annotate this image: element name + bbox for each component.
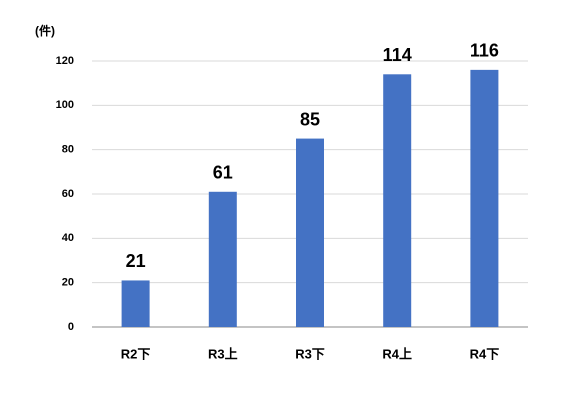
data-label: 85 bbox=[300, 109, 320, 129]
bar bbox=[208, 191, 237, 327]
x-tick-label: R3上 bbox=[208, 346, 238, 361]
data-label: 61 bbox=[213, 163, 233, 183]
x-tick-label: R4下 bbox=[470, 346, 500, 361]
bar bbox=[383, 74, 412, 327]
x-tick-label: R2下 bbox=[121, 346, 151, 361]
x-tick-label: R4上 bbox=[382, 346, 412, 361]
data-label: 116 bbox=[470, 41, 499, 61]
y-tick-label: 120 bbox=[56, 55, 74, 67]
bar bbox=[296, 138, 324, 327]
y-axis-unit: (件) bbox=[35, 23, 55, 38]
y-tick-label: 20 bbox=[62, 277, 74, 289]
data-label: 21 bbox=[126, 251, 146, 271]
y-tick-label: 80 bbox=[62, 144, 74, 156]
data-label: 114 bbox=[383, 45, 412, 65]
y-tick-label: 40 bbox=[62, 232, 74, 244]
y-tick-label: 100 bbox=[56, 99, 74, 111]
bar bbox=[121, 280, 150, 327]
y-tick-label: 60 bbox=[62, 188, 74, 200]
x-tick-label: R3下 bbox=[295, 346, 325, 361]
bar bbox=[470, 69, 499, 327]
y-tick-label: 0 bbox=[68, 321, 74, 333]
